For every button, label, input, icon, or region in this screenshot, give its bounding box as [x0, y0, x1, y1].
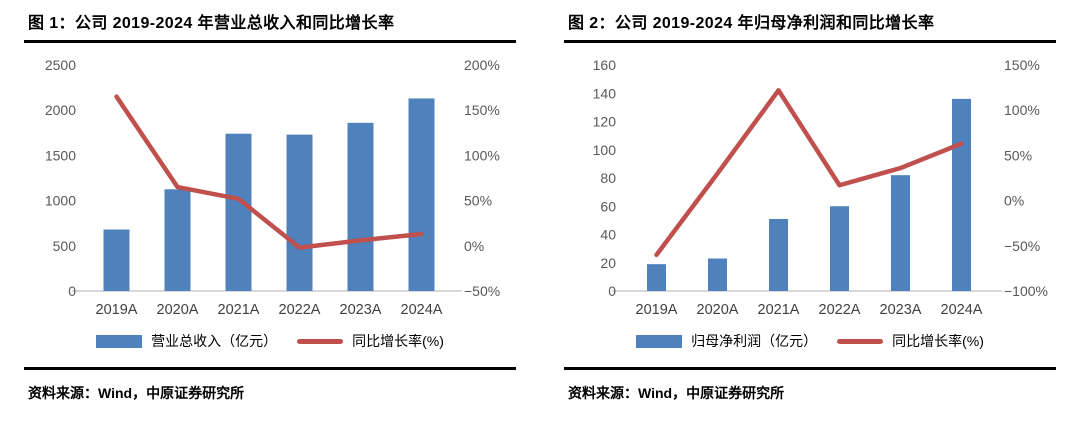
- right-axis-tick-label: 100%: [464, 147, 500, 163]
- legend-label-growth: 同比增长率(%): [352, 333, 444, 349]
- legend-item-profit-bars: 归母净利润（亿元）: [636, 331, 817, 351]
- left-axis-tick-label: 2000: [45, 102, 76, 118]
- bar-2021A: [769, 218, 788, 291]
- x-axis-label-2020A: 2020A: [697, 302, 739, 318]
- left-axis-tick-label: 0: [608, 283, 616, 299]
- bottom-rule: [564, 367, 1056, 370]
- right-axis-tick-label: 50%: [1004, 147, 1032, 163]
- left-axis-tick-label: 1000: [45, 193, 76, 209]
- left-axis-tick-label: 500: [53, 238, 77, 254]
- legend-item-revenue-bars: 营业总收入（亿元）: [96, 331, 277, 351]
- bottom-rule: [24, 367, 516, 370]
- legend-item-growth-line: 同比增长率(%): [837, 331, 984, 351]
- x-axis-label-2019A: 2019A: [636, 302, 678, 318]
- x-axis-label-2021A: 2021A: [218, 302, 260, 318]
- left-axis-tick-label: 60: [600, 198, 616, 214]
- bar-2024A: [952, 98, 971, 292]
- line-legend-swatch: [837, 338, 884, 344]
- right-axis-tick-label: 100%: [1004, 102, 1040, 118]
- figure-title: 图 2：公司 2019-2024 年归母净利润和同比增长率: [568, 15, 935, 32]
- left-axis-tick-label: 160: [593, 57, 617, 73]
- x-axis-label-2022A: 2022A: [279, 302, 321, 318]
- bar-2023A: [891, 175, 910, 291]
- bar-legend-swatch: [636, 334, 683, 348]
- left-axis-tick-label: 120: [593, 114, 617, 130]
- right-axis-tick-label: 0%: [464, 238, 484, 254]
- legend-label-revenue: 营业总收入（亿元）: [151, 333, 278, 349]
- x-axis-label-2023A: 2023A: [340, 302, 382, 318]
- bar-2021A: [225, 133, 252, 291]
- right-axis-tick-label: −100%: [1004, 283, 1048, 299]
- right-axis-tick-label: 0%: [1004, 193, 1024, 209]
- left-axis-tick-label: 20: [600, 255, 616, 271]
- source-note: 资料来源：Wind，中原证券研究所: [28, 385, 245, 401]
- right-axis-tick-label: 200%: [464, 57, 500, 73]
- title-rule: [564, 40, 1056, 43]
- bar-2019A: [647, 264, 666, 291]
- x-axis-label-2020A: 2020A: [157, 302, 199, 318]
- figure-revenue: 图 1：公司 2019-2024 年营业总收入和同比增长率 2500 2000 15…: [24, 6, 516, 403]
- left-axis-tick-label: 100: [593, 142, 617, 158]
- x-axis-label-2019A: 2019A: [96, 302, 138, 318]
- bar-2019A: [103, 229, 130, 291]
- legend-item-growth-line: 同比增长率(%): [297, 331, 444, 351]
- bar-legend-swatch: [96, 334, 143, 348]
- bar-2024A: [408, 98, 435, 291]
- right-axis-tick-label: 150%: [464, 102, 500, 118]
- right-axis-tick-label: −50%: [1004, 238, 1040, 254]
- left-axis-tick-label: 140: [593, 85, 617, 101]
- source-note: 资料来源：Wind，中原证券研究所: [568, 385, 785, 401]
- right-axis-tick-label: 150%: [1004, 57, 1040, 73]
- growth-rate-line: [654, 88, 964, 258]
- x-axis-label-2024A: 2024A: [941, 302, 983, 318]
- chart-legend: 归母净利润（亿元） 同比增长率(%): [564, 329, 1056, 353]
- chart-legend: 营业总收入（亿元） 同比增长率(%): [24, 329, 516, 353]
- revenue-chart-svg: 2500 2000 1500 1000 500 0 200% 150% 100% 50% 0% −50…: [45, 57, 500, 318]
- right-axis-tick-label: −50%: [464, 283, 500, 299]
- x-axis-label-2023A: 2023A: [880, 302, 922, 318]
- title-rule: [24, 40, 516, 43]
- legend-label-growth: 同比增长率(%): [892, 333, 984, 349]
- right-axis-tick-label: 50%: [464, 193, 492, 209]
- left-axis-tick-label: 2500: [45, 57, 76, 73]
- legend-label-profit: 归母净利润（亿元）: [691, 333, 818, 349]
- figure-net-profit: 图 2：公司 2019-2024 年归母净利润和同比增长率 160 140 120 1…: [564, 6, 1056, 403]
- profit-chart-svg: 160 140 120 100 80 60 40 20 0 150% 100% 50% 0% −50% −1…: [593, 57, 1048, 318]
- bar-2023A: [347, 122, 374, 291]
- figure-title: 图 1：公司 2019-2024 年营业总收入和同比增长率: [28, 15, 395, 32]
- line-legend-swatch: [297, 338, 344, 344]
- x-axis-label-2024A: 2024A: [401, 302, 443, 318]
- left-axis-tick-label: 40: [600, 227, 616, 243]
- x-axis-label-2021A: 2021A: [758, 302, 800, 318]
- left-axis-tick-label: 80: [600, 170, 616, 186]
- left-axis-tick-label: 1500: [45, 147, 76, 163]
- bar-2022A: [830, 206, 849, 291]
- growth-rate-line: [114, 94, 424, 250]
- x-axis-label-2022A: 2022A: [819, 302, 861, 318]
- bar-2020A: [164, 189, 191, 291]
- bar-2020A: [708, 258, 727, 291]
- left-axis-tick-label: 0: [68, 283, 76, 299]
- bar-2022A: [286, 134, 313, 291]
